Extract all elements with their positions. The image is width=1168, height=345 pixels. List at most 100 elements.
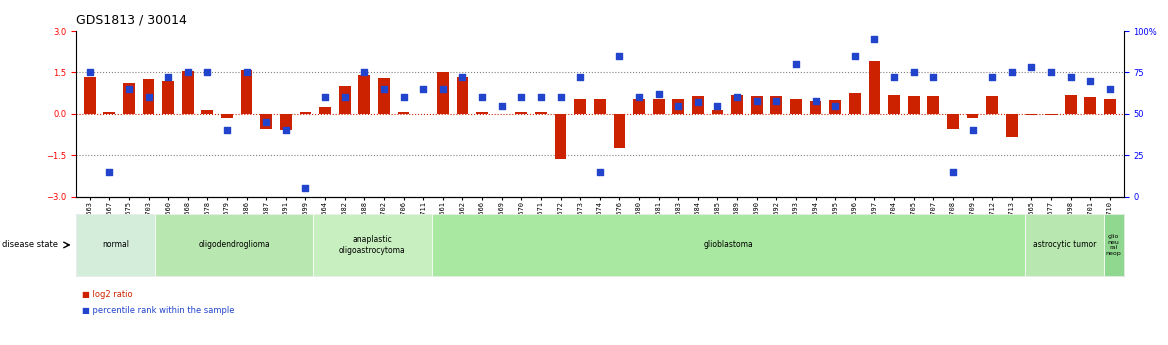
- Point: [297, 186, 315, 191]
- Point: [649, 91, 668, 97]
- Point: [669, 103, 688, 108]
- Point: [473, 95, 492, 100]
- Point: [179, 70, 197, 75]
- Bar: [1104, 99, 1115, 114]
- Point: [257, 119, 276, 125]
- Bar: [241, 70, 252, 114]
- Bar: [653, 99, 665, 114]
- Text: oligodendroglioma: oligodendroglioma: [199, 240, 270, 249]
- Bar: [515, 112, 527, 114]
- Bar: [790, 99, 802, 114]
- Point: [924, 75, 943, 80]
- Point: [786, 61, 805, 67]
- Bar: [1065, 95, 1077, 114]
- Point: [964, 128, 982, 133]
- Point: [904, 70, 923, 75]
- Point: [199, 70, 217, 75]
- Bar: [967, 114, 979, 118]
- Point: [728, 95, 746, 100]
- Text: GDS1813 / 30014: GDS1813 / 30014: [76, 13, 187, 27]
- Bar: [849, 93, 861, 114]
- Point: [767, 98, 786, 104]
- Bar: [1026, 114, 1037, 115]
- Bar: [673, 99, 684, 114]
- Point: [237, 70, 256, 75]
- Point: [1022, 65, 1041, 70]
- Bar: [84, 77, 96, 114]
- Text: disease state: disease state: [2, 240, 58, 249]
- Point: [217, 128, 236, 133]
- Point: [982, 75, 1001, 80]
- Point: [708, 103, 726, 108]
- Text: ■ log2 ratio: ■ log2 ratio: [82, 290, 132, 299]
- Point: [277, 128, 296, 133]
- Point: [884, 75, 903, 80]
- Bar: [927, 96, 939, 114]
- Text: glioblastoma: glioblastoma: [703, 240, 753, 249]
- Point: [355, 70, 374, 75]
- Bar: [986, 96, 997, 114]
- Bar: [888, 95, 901, 114]
- Point: [944, 169, 962, 175]
- Point: [630, 95, 648, 100]
- Bar: [751, 96, 763, 114]
- Bar: [1084, 97, 1096, 114]
- Bar: [731, 95, 743, 114]
- Bar: [809, 101, 821, 114]
- Bar: [575, 99, 586, 114]
- Point: [159, 75, 178, 80]
- Point: [688, 99, 707, 105]
- Bar: [555, 114, 566, 159]
- Bar: [593, 99, 606, 114]
- Bar: [633, 99, 645, 114]
- Text: ■ percentile rank within the sample: ■ percentile rank within the sample: [82, 306, 235, 315]
- Bar: [319, 107, 331, 114]
- Text: anaplastic
oligoastrocytoma: anaplastic oligoastrocytoma: [339, 235, 405, 255]
- Point: [433, 86, 452, 92]
- Point: [335, 95, 354, 100]
- Bar: [104, 112, 116, 114]
- Point: [590, 169, 609, 175]
- Bar: [221, 114, 232, 118]
- Point: [395, 95, 413, 100]
- Bar: [535, 112, 547, 114]
- Bar: [280, 114, 292, 130]
- Point: [748, 98, 766, 104]
- Bar: [908, 96, 919, 114]
- Bar: [299, 112, 312, 114]
- Bar: [260, 114, 272, 129]
- Point: [375, 86, 394, 92]
- Text: astrocytic tumor: astrocytic tumor: [1033, 240, 1096, 249]
- Point: [610, 53, 628, 59]
- Point: [139, 95, 158, 100]
- Bar: [869, 61, 881, 114]
- Text: glio
neu
ral
neop: glio neu ral neop: [1106, 234, 1121, 256]
- Point: [315, 95, 334, 100]
- Bar: [378, 78, 390, 114]
- Bar: [457, 77, 468, 114]
- Point: [1100, 86, 1119, 92]
- Bar: [691, 96, 704, 114]
- Point: [551, 95, 570, 100]
- Bar: [613, 114, 625, 148]
- Point: [413, 86, 432, 92]
- Point: [81, 70, 99, 75]
- Point: [846, 53, 864, 59]
- Point: [826, 103, 844, 108]
- Bar: [182, 71, 194, 114]
- Point: [119, 86, 138, 92]
- Bar: [437, 72, 449, 114]
- Bar: [1006, 114, 1017, 137]
- Bar: [339, 86, 350, 114]
- Point: [512, 95, 530, 100]
- Bar: [711, 110, 723, 114]
- Point: [1002, 70, 1021, 75]
- Bar: [142, 79, 154, 114]
- Bar: [947, 114, 959, 129]
- Bar: [829, 100, 841, 114]
- Bar: [477, 112, 488, 114]
- Point: [1042, 70, 1061, 75]
- Bar: [202, 110, 214, 114]
- Bar: [1045, 114, 1057, 115]
- Text: normal: normal: [102, 240, 128, 249]
